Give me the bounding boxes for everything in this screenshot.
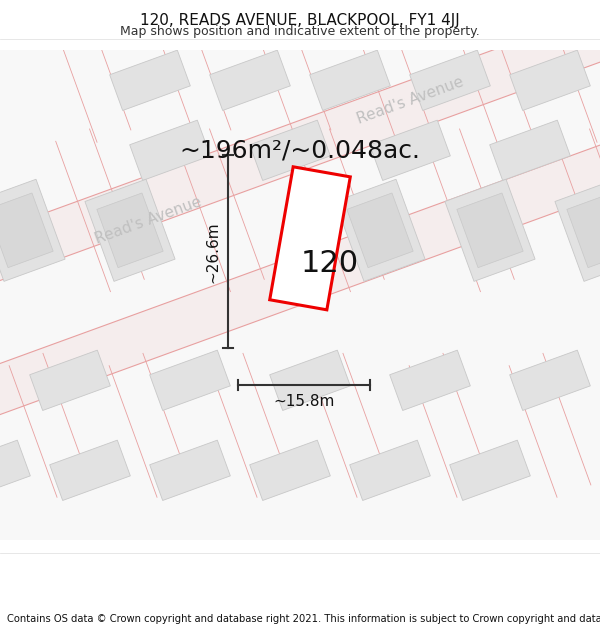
- Polygon shape: [555, 179, 600, 281]
- Polygon shape: [509, 50, 590, 111]
- Polygon shape: [0, 129, 600, 482]
- Polygon shape: [0, 179, 65, 281]
- Polygon shape: [0, 0, 600, 297]
- Text: ~15.8m: ~15.8m: [274, 394, 335, 409]
- Polygon shape: [449, 440, 530, 501]
- Text: Map shows position and indicative extent of the property.: Map shows position and indicative extent…: [120, 25, 480, 38]
- Polygon shape: [370, 120, 451, 181]
- Polygon shape: [410, 50, 490, 111]
- Text: Read's Avenue: Read's Avenue: [355, 74, 466, 127]
- Polygon shape: [350, 440, 430, 501]
- Polygon shape: [269, 350, 350, 411]
- Polygon shape: [0, 193, 53, 268]
- Polygon shape: [457, 193, 523, 268]
- Text: ~26.6m: ~26.6m: [205, 221, 220, 282]
- Text: ~196m²/~0.048ac.: ~196m²/~0.048ac.: [179, 138, 421, 162]
- Polygon shape: [85, 179, 175, 281]
- Text: 120: 120: [301, 249, 359, 278]
- Text: Contains OS data © Crown copyright and database right 2021. This information is : Contains OS data © Crown copyright and d…: [7, 614, 600, 624]
- Polygon shape: [97, 193, 163, 268]
- Polygon shape: [149, 350, 230, 411]
- Polygon shape: [490, 120, 571, 181]
- Polygon shape: [509, 350, 590, 411]
- Polygon shape: [250, 120, 331, 181]
- Polygon shape: [270, 167, 350, 310]
- Polygon shape: [209, 50, 290, 111]
- Polygon shape: [567, 193, 600, 268]
- Polygon shape: [50, 440, 130, 501]
- Polygon shape: [0, 440, 31, 501]
- Polygon shape: [149, 440, 230, 501]
- Text: Read's Avenue: Read's Avenue: [92, 194, 203, 247]
- Polygon shape: [110, 50, 190, 111]
- Polygon shape: [310, 50, 391, 111]
- Polygon shape: [335, 179, 425, 281]
- Polygon shape: [130, 120, 211, 181]
- Polygon shape: [445, 179, 535, 281]
- Polygon shape: [29, 350, 110, 411]
- Polygon shape: [347, 193, 413, 268]
- Polygon shape: [389, 350, 470, 411]
- Text: 120, READS AVENUE, BLACKPOOL, FY1 4JJ: 120, READS AVENUE, BLACKPOOL, FY1 4JJ: [140, 12, 460, 28]
- Polygon shape: [250, 440, 331, 501]
